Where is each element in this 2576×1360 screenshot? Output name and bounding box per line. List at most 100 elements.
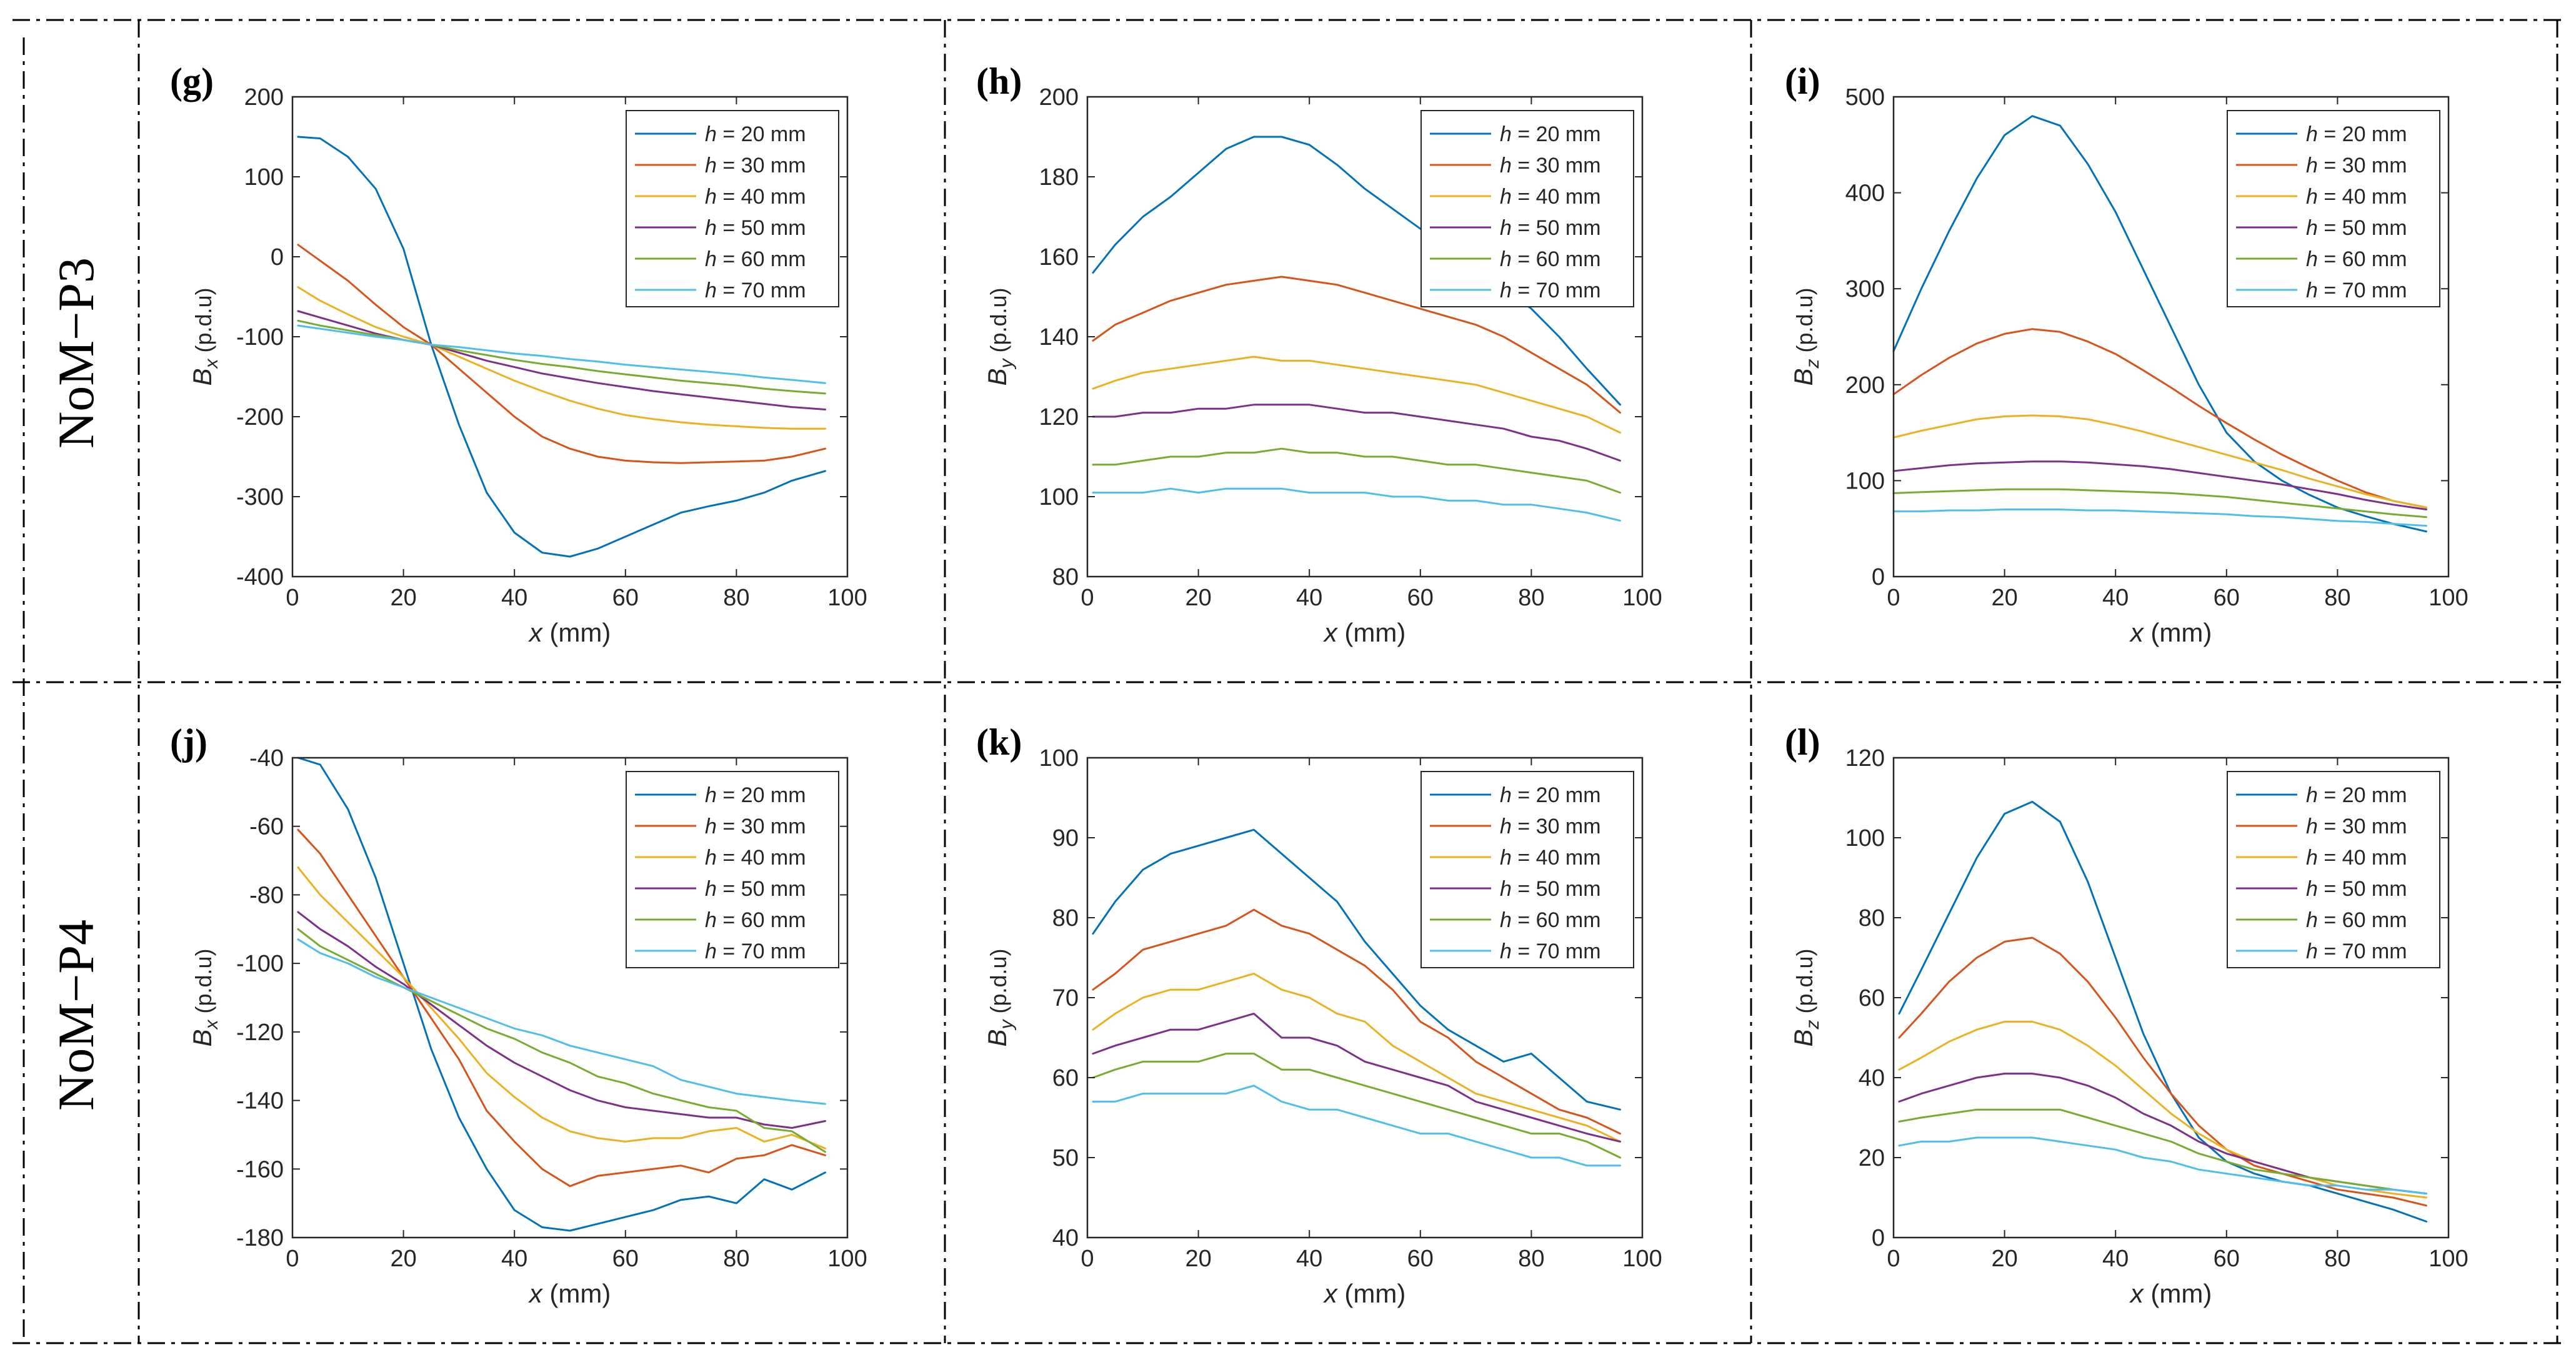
y-tick-label: 400 (1845, 181, 1885, 207)
x-tick-label: 0 (1081, 585, 1094, 611)
axes-box (1892, 96, 2450, 578)
y-tick-label: -200 (236, 404, 284, 430)
x-tick-label: 60 (2214, 1246, 2240, 1272)
x-tick-label: 80 (2324, 585, 2350, 611)
x-tick-label: 20 (1991, 1246, 2017, 1272)
x-tick-label: 60 (612, 585, 639, 611)
legend-label: h = 30 mm (705, 815, 806, 838)
legend-label: h = 70 mm (1500, 940, 1601, 963)
legend-label: h = 20 mm (705, 783, 806, 807)
legend-label: h = 70 mm (705, 279, 806, 302)
y-axis-label: Bz (p.d.u) (1789, 287, 1823, 385)
x-tick-label: 20 (390, 585, 416, 611)
x-tick-label: 100 (827, 1246, 867, 1272)
panel-label: (g) (170, 61, 214, 102)
legend-label: h = 50 mm (2306, 877, 2407, 901)
x-axis-label: x (mm) (2129, 1279, 2212, 1308)
series-line (297, 928, 826, 1153)
x-tick-label: 60 (612, 1246, 639, 1272)
x-tick-label: 80 (1518, 1246, 1544, 1272)
x-tick-label: 80 (723, 1246, 749, 1272)
y-tick-label: 40 (1859, 1065, 1885, 1091)
y-axis-label: Bz (p.d.u) (1789, 948, 1823, 1046)
legend-label: h = 60 mm (1500, 908, 1601, 932)
y-tick-label: -100 (236, 951, 284, 977)
series-line (1898, 1073, 2427, 1195)
y-tick-label: -140 (236, 1088, 284, 1114)
x-tick-label: 0 (1887, 585, 1900, 611)
series-line (1092, 355, 1621, 434)
legend-label: h = 70 mm (2306, 279, 2407, 302)
y-tick-label: 60 (1052, 1065, 1079, 1091)
legend-label: h = 60 mm (2306, 247, 2407, 271)
x-tick-label: 100 (2429, 585, 2468, 611)
x-tick-label: 20 (1185, 585, 1211, 611)
x-axis-label: x (mm) (1323, 618, 1406, 647)
series-line (297, 310, 826, 410)
y-tick-label: -100 (236, 324, 284, 350)
y-tick-label: 80 (1052, 905, 1079, 931)
y-tick-label: 20 (1859, 1145, 1885, 1171)
y-tick-label: 0 (1872, 1225, 1885, 1251)
y-tick-label: 500 (1845, 84, 1885, 111)
chart-panel: (k) 0 20 40 60 80 100 40 50 60 70 80 90 100 x (mm) By (… (976, 722, 1662, 1308)
y-tick-label: 60 (1859, 985, 1885, 1011)
x-axis-label: x (mm) (528, 618, 611, 647)
series-line (1898, 1020, 2427, 1199)
x-tick-label: 60 (1407, 1246, 1434, 1272)
legend-label: h = 30 mm (1500, 154, 1601, 177)
row-label: NoM−P4 (47, 920, 104, 1111)
y-tick-label: 200 (1845, 372, 1885, 399)
legend-label: h = 70 mm (2306, 940, 2407, 963)
legend-label: h = 50 mm (1500, 216, 1601, 240)
y-axis-label: Bx (p.d.u) (187, 948, 222, 1046)
x-tick-label: 40 (501, 585, 527, 611)
series-line (1092, 828, 1621, 1111)
panels: (g)0 20 40 60 80 100-400-300-200-1000100200x … (170, 61, 2469, 1308)
series-line (297, 136, 826, 558)
legend-label: h = 40 mm (1500, 185, 1601, 209)
y-tick-label: 90 (1052, 825, 1079, 851)
series-line (297, 866, 826, 1149)
series-line (1092, 404, 1621, 462)
x-tick-label: 20 (1991, 585, 2017, 611)
legend-label: h = 60 mm (2306, 908, 2407, 932)
x-tick-label: 60 (1407, 585, 1434, 611)
x-axis-label: x (mm) (2129, 618, 2212, 647)
series-line (297, 911, 826, 1129)
x-tick-label: 100 (2429, 1246, 2468, 1272)
y-tick-label: 100 (1039, 745, 1079, 772)
series-line (1892, 509, 2427, 527)
series-line (1892, 328, 2427, 509)
chart-panel: (g) 0 20 40 60 80 100 -400 -300 -200 -100 0 100 200 x … (170, 61, 867, 647)
legend-box (626, 771, 839, 968)
chart-panel: (h) 0 20 40 60 80 100 80 100 120 140 160 180 200 x (mm… (976, 61, 1662, 647)
panel-label: (j) (170, 722, 207, 763)
y-tick-label: -180 (236, 1225, 284, 1251)
legend-label: h = 40 mm (1500, 846, 1601, 870)
legend-label: h = 20 mm (2306, 122, 2407, 146)
y-tick-label: 120 (1845, 745, 1885, 772)
legend-label: h = 50 mm (705, 877, 806, 901)
x-tick-label: 0 (1081, 1246, 1094, 1272)
x-tick-label: 0 (286, 1246, 299, 1272)
series-line (1092, 275, 1621, 414)
x-axis-label: x (mm) (528, 1279, 611, 1308)
legend-label: h = 20 mm (1500, 122, 1601, 146)
x-tick-label: 40 (501, 1246, 527, 1272)
series-line (1092, 1053, 1621, 1159)
series-line (297, 828, 826, 1188)
row-labels: NoM−P3 NoM−P4 (47, 257, 104, 1111)
legend-label: h = 20 mm (1500, 783, 1601, 807)
legend: h = 20 mm h = 30 mm h = 40 mm h = 50 mm h = … (1420, 110, 1634, 307)
y-tick-label: 70 (1052, 985, 1079, 1011)
y-tick-label: 100 (1039, 484, 1079, 510)
x-tick-label: 80 (1518, 585, 1544, 611)
y-axis-label: Bx (p.d.u) (187, 287, 222, 385)
legend-label: h = 50 mm (1500, 877, 1601, 901)
chart-panel: (i) 0 20 40 60 80 100 0 100 200 300 400 500 x (mm) Bz … (1785, 61, 2469, 647)
y-tick-label: 180 (1039, 164, 1079, 191)
x-tick-label: 60 (2214, 585, 2240, 611)
y-tick-label: 0 (271, 244, 284, 271)
